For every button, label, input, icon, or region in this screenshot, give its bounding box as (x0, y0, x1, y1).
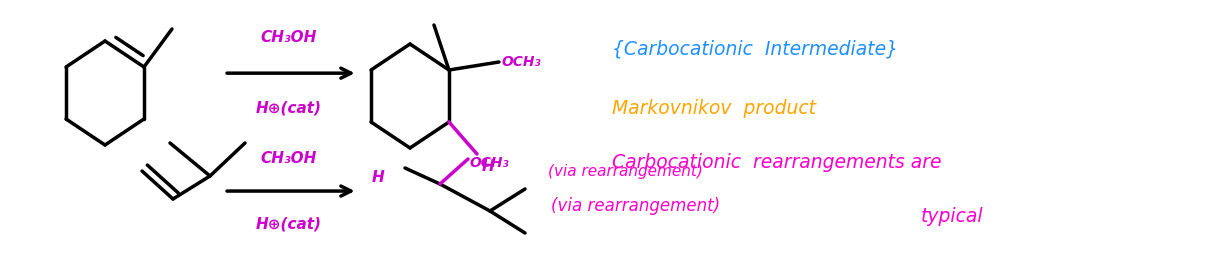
Text: H⊕(cat): H⊕(cat) (256, 216, 321, 231)
Text: (via rearrangement): (via rearrangement) (548, 164, 703, 179)
Text: CH₃OH: CH₃OH (261, 30, 316, 46)
Text: H: H (482, 159, 494, 174)
Text: OCH₃: OCH₃ (502, 55, 542, 69)
Text: (via rearrangement): (via rearrangement) (551, 197, 721, 215)
Text: H⊕(cat): H⊕(cat) (256, 101, 321, 116)
Text: Markovnikov  product: Markovnikov product (612, 99, 816, 118)
Text: H: H (372, 170, 384, 186)
Text: typical: typical (921, 207, 984, 226)
Text: OCH₃: OCH₃ (470, 156, 509, 170)
Text: CH₃OH: CH₃OH (261, 151, 316, 166)
Text: {Carbocationic  Intermediate}: {Carbocationic Intermediate} (612, 39, 898, 58)
Text: Carbocationic  rearrangements are: Carbocationic rearrangements are (612, 153, 942, 172)
